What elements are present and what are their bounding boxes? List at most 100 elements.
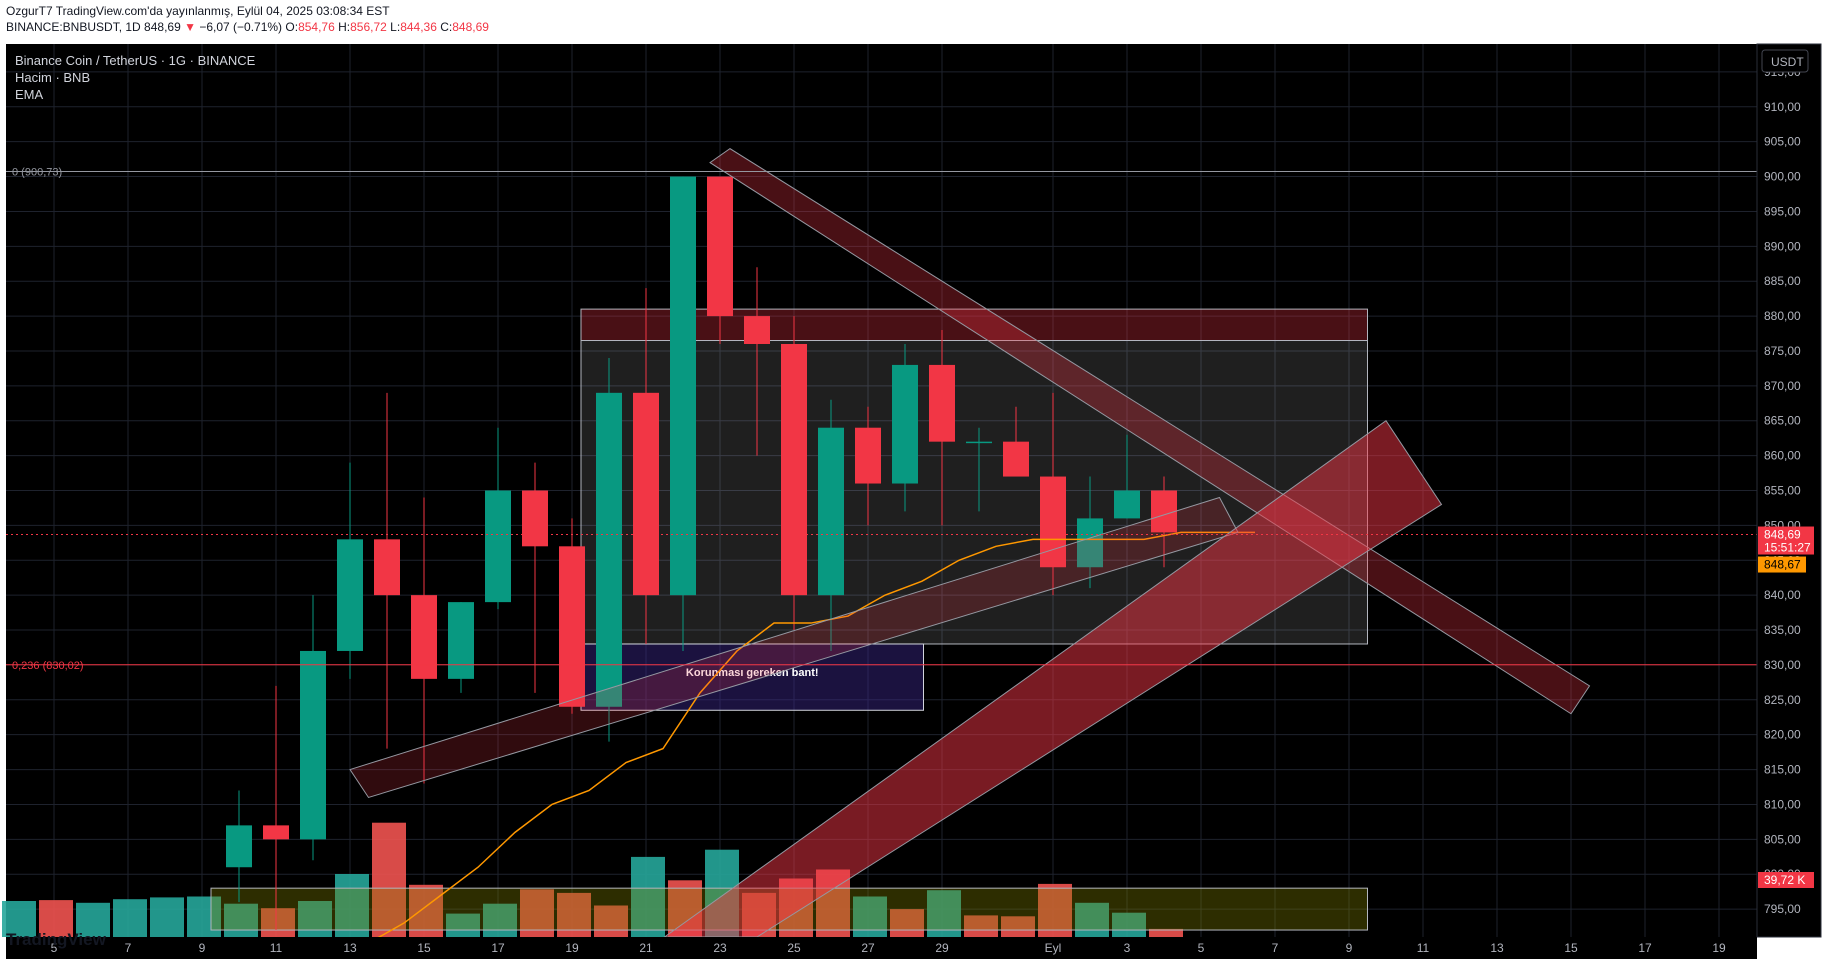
volume-bar xyxy=(372,822,406,937)
price-tick-label: 910,00 xyxy=(1764,100,1801,114)
candle-body xyxy=(633,392,659,596)
high-label: H: xyxy=(338,20,351,34)
time-tick-label: 13 xyxy=(343,941,357,955)
time-tick-label: 29 xyxy=(935,941,949,955)
volume-bar xyxy=(927,890,961,937)
price-tick-label: 870,00 xyxy=(1764,379,1801,393)
volume-badge xyxy=(1758,872,1814,888)
symbol: BINANCE:BNBUSDT, 1D xyxy=(6,20,141,34)
time-tick-label: 9 xyxy=(1346,941,1353,955)
price-change: −6,07 (−0.71%) xyxy=(199,20,283,34)
brand-name: TradingView xyxy=(6,930,106,949)
time-tick-label: 19 xyxy=(1712,941,1726,955)
time-axis[interactable]: 5 7 9 11 13 15 17 19 21 23 25 27 29 Eyl 3 5 7 9 11 13 15 17 19 xyxy=(6,937,1757,959)
chart-header: OzgurT7 TradingView.com'da yayınlanmış, … xyxy=(6,3,489,35)
ohlc-line: BINANCE:BNBUSDT, 1D 848,69 ▼ −6,07 (−0.7… xyxy=(6,19,489,35)
candle-body xyxy=(929,364,955,442)
volume-bar xyxy=(446,913,480,937)
legend-volume[interactable]: Hacim · BNB xyxy=(15,70,91,85)
price-tick-label: 880,00 xyxy=(1764,309,1801,323)
ema-value: 848,67 xyxy=(1764,558,1801,572)
drawing-zones: Korunması gereken bant! xyxy=(210,308,1368,931)
candle-body xyxy=(1003,441,1029,477)
time-tick-label: 17 xyxy=(491,941,505,955)
current-price-badge xyxy=(1758,526,1814,555)
volume-bar xyxy=(2,901,36,937)
volume-bar xyxy=(1038,883,1072,937)
price-tick-label: 895,00 xyxy=(1764,204,1801,218)
volume-bar xyxy=(39,900,73,937)
candle-body xyxy=(300,650,326,840)
price-axis[interactable]: 795,00800,00805,00810,00815,00820,00825,… xyxy=(1756,43,1822,938)
price-tick-label: 830,00 xyxy=(1764,658,1801,672)
time-tick-label: 13 xyxy=(1490,941,1504,955)
candle-body xyxy=(559,546,585,707)
fib-label: 0,236 (830,02) xyxy=(12,660,84,672)
time-tick-label: 19 xyxy=(565,941,579,955)
volume-bar xyxy=(335,874,369,937)
last-price: 848,69 xyxy=(144,20,181,34)
candle-body xyxy=(892,364,918,484)
currency-box xyxy=(1761,49,1809,73)
volume-bar xyxy=(594,905,628,937)
time-tick-label: 15 xyxy=(417,941,431,955)
volume-bar xyxy=(224,903,258,937)
volume-bar xyxy=(150,897,184,937)
time-tick-label: 5 xyxy=(1198,941,1205,955)
candle-body xyxy=(781,343,807,596)
candle-body xyxy=(263,825,289,840)
price-tick-label: 890,00 xyxy=(1764,239,1801,253)
candle-body xyxy=(1114,490,1140,519)
ema-badge xyxy=(1758,556,1806,573)
price-tick-label: 860,00 xyxy=(1764,449,1801,463)
volume-bar xyxy=(409,884,443,937)
low-label: L: xyxy=(390,20,401,34)
time-tick-label: Eyl xyxy=(1045,941,1062,955)
candle-body xyxy=(485,490,511,603)
trend-channels xyxy=(349,148,1591,938)
candle-body xyxy=(411,595,437,679)
fib-label: 0 (900,73) xyxy=(12,166,62,178)
time-tick-label: 7 xyxy=(125,941,132,955)
candle-body xyxy=(522,490,548,547)
volume-bar xyxy=(631,856,665,937)
volume-bar xyxy=(76,902,110,937)
grid xyxy=(6,44,1757,937)
price-tick-label: 855,00 xyxy=(1764,484,1801,498)
volume-bar xyxy=(483,903,517,937)
time-tick-label: 11 xyxy=(270,941,283,955)
price-tick-label: 865,00 xyxy=(1764,414,1801,428)
volume-bar xyxy=(964,915,998,937)
tradingview-logo[interactable]: TradingView xyxy=(6,930,106,950)
price-tick-label: 810,00 xyxy=(1764,797,1801,811)
price-axis-panel xyxy=(1756,43,1822,938)
candle-body xyxy=(818,427,844,596)
down-arrow-icon: ▼ xyxy=(184,20,196,34)
legend-ema[interactable]: EMA xyxy=(15,87,44,102)
time-tick-label: 3 xyxy=(1124,941,1131,955)
open-label: O: xyxy=(285,20,299,34)
candle-body xyxy=(448,602,474,679)
low-value: 844,36 xyxy=(400,20,437,34)
price-tick-label: 805,00 xyxy=(1764,832,1801,846)
volume-bar xyxy=(1112,912,1146,937)
currency-label: USDT xyxy=(1771,55,1804,69)
volume-bar xyxy=(1149,928,1183,937)
candle-body xyxy=(707,176,733,317)
time-tick-label: 25 xyxy=(787,941,801,955)
price-tick-label: 900,00 xyxy=(1764,170,1801,184)
open-value: 854,76 xyxy=(298,20,335,34)
price-tick-label: 875,00 xyxy=(1764,344,1801,358)
protection-band xyxy=(580,643,924,711)
candle-body xyxy=(374,539,400,596)
ema-line xyxy=(366,531,1255,945)
candle-body xyxy=(966,441,992,444)
candles xyxy=(226,176,1177,931)
price-tick-label: 815,00 xyxy=(1764,763,1801,777)
time-tick-label: 9 xyxy=(199,941,206,955)
chart-legend[interactable]: Binance Coin / TetherUS · 1G · BINANCE H… xyxy=(15,52,255,103)
time-tick-label: 11 xyxy=(1417,941,1430,955)
legend-title[interactable]: Binance Coin / TetherUS · 1G · BINANCE xyxy=(15,53,256,68)
volume-bar xyxy=(1075,902,1109,937)
